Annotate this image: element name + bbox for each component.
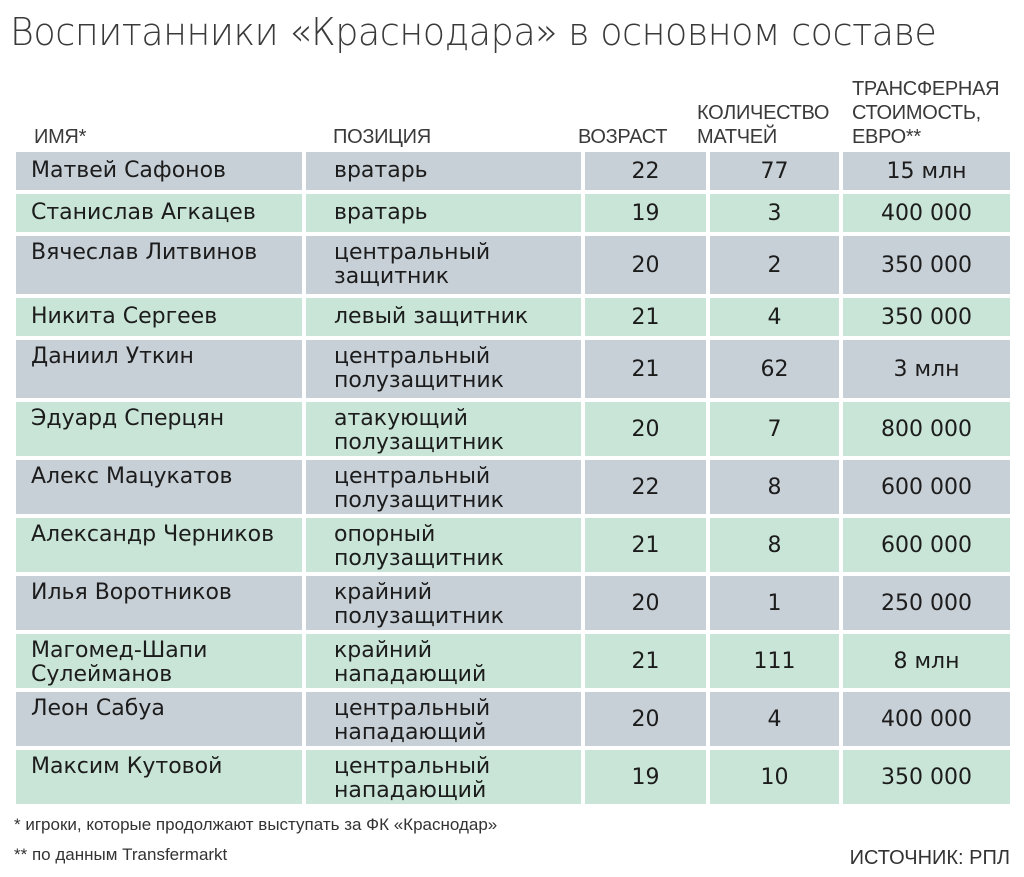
column-header-age: ВОЗРАСТ bbox=[578, 126, 668, 148]
cell-transfer-cost: 600 000 bbox=[843, 518, 1010, 572]
cell-player-name: Алекс Мацукатов bbox=[16, 460, 302, 514]
cell-matches: 2 bbox=[710, 236, 839, 294]
cell-transfer-cost: 3 млн bbox=[843, 340, 1010, 398]
cell-age: 20 bbox=[585, 576, 706, 630]
cell-age: 20 bbox=[585, 402, 706, 456]
cell-player-name: Даниил Уткин bbox=[16, 340, 302, 398]
cell-age: 21 bbox=[585, 634, 706, 688]
cell-age: 20 bbox=[585, 692, 706, 746]
cell-transfer-cost: 400 000 bbox=[843, 194, 1010, 232]
footnote-1: * игроки, которые продолжают выступать з… bbox=[14, 815, 498, 834]
cell-player-name: Александр Черников bbox=[16, 518, 302, 572]
cell-matches: 4 bbox=[710, 692, 839, 746]
cell-age: 19 bbox=[585, 194, 706, 232]
cell-position: центральный полузащитник bbox=[306, 340, 581, 398]
cell-player-name: Максим Кутовой bbox=[16, 750, 302, 804]
table-row: Алекс Мацукатов центральный полузащитник 22… bbox=[16, 460, 1010, 514]
cell-transfer-cost: 15 млн bbox=[843, 152, 1010, 190]
cell-player-name: Матвей Сафонов bbox=[16, 152, 302, 190]
table-row: Станислав Агкацев вратарь 19 3 400 000 bbox=[16, 194, 1010, 232]
page-title: Воспитанники «Краснодара» в основном сос… bbox=[10, 10, 937, 54]
cell-player-name: Станислав Агкацев bbox=[16, 194, 302, 232]
cell-transfer-cost: 250 000 bbox=[843, 576, 1010, 630]
table-row: Александр Черников опорный полузащитник 21 8… bbox=[16, 518, 1010, 572]
cell-age: 19 bbox=[585, 750, 706, 804]
cell-transfer-cost: 600 000 bbox=[843, 460, 1010, 514]
table-row: Вячеслав Литвинов центральный защитник 20 2 3… bbox=[16, 236, 1010, 294]
column-header-matches: КОЛИЧЕСТВО МАТЧЕЙ bbox=[697, 102, 830, 148]
cell-position: атакующий полузащитник bbox=[306, 402, 581, 456]
table-row: Максим Кутовой центральный нападающий 19 10 3… bbox=[16, 750, 1010, 804]
cell-position: крайний нападающий bbox=[306, 634, 581, 688]
table-row: Никита Сергеев левый защитник 21 4 350 000 bbox=[16, 298, 1010, 336]
cell-transfer-cost: 350 000 bbox=[843, 750, 1010, 804]
column-header-name: ИМЯ* bbox=[34, 126, 87, 148]
cell-position: вратарь bbox=[306, 194, 581, 232]
cell-position: опорный полузащитник bbox=[306, 518, 581, 572]
column-header-transfer-cost: ТРАНСФЕРНАЯ СТОИМОСТЬ, ЕВРО** bbox=[852, 78, 1000, 148]
cell-position: крайний полузащитник bbox=[306, 576, 581, 630]
players-table: Матвей Сафонов вратарь 22 77 15 млн Станислав… bbox=[16, 152, 1010, 808]
source-note: ИСТОЧНИК: РПЛ bbox=[849, 847, 1010, 869]
cell-player-name: Эдуард Сперцян bbox=[16, 402, 302, 456]
cell-age: 21 bbox=[585, 518, 706, 572]
table-row: Даниил Уткин центральный полузащитник 21 62 3… bbox=[16, 340, 1010, 398]
cell-position: центральный нападающий bbox=[306, 692, 581, 746]
cell-matches: 1 bbox=[710, 576, 839, 630]
cell-age: 21 bbox=[585, 340, 706, 398]
table-row: Эдуард Сперцян атакующий полузащитник 20 7 80… bbox=[16, 402, 1010, 456]
cell-matches: 111 bbox=[710, 634, 839, 688]
cell-position: левый защитник bbox=[306, 298, 581, 336]
cell-age: 22 bbox=[585, 460, 706, 514]
cell-age: 22 bbox=[585, 152, 706, 190]
cell-age: 21 bbox=[585, 298, 706, 336]
cell-position: центральный нападающий bbox=[306, 750, 581, 804]
cell-matches: 3 bbox=[710, 194, 839, 232]
cell-player-name: Илья Воротников bbox=[16, 576, 302, 630]
table-row: Магомед-Шапи Сулейманов крайний нападающий 2… bbox=[16, 634, 1010, 688]
table-row: Леон Сабуа центральный нападающий 20 4 400 00… bbox=[16, 692, 1010, 746]
cell-player-name: Вячеслав Литвинов bbox=[16, 236, 302, 294]
cell-matches: 77 bbox=[710, 152, 839, 190]
cell-matches: 4 bbox=[710, 298, 839, 336]
cell-transfer-cost: 800 000 bbox=[843, 402, 1010, 456]
cell-matches: 8 bbox=[710, 518, 839, 572]
cell-position: центральный полузащитник bbox=[306, 460, 581, 514]
cell-transfer-cost: 400 000 bbox=[843, 692, 1010, 746]
cell-transfer-cost: 8 млн bbox=[843, 634, 1010, 688]
column-header-position: ПОЗИЦИЯ bbox=[333, 126, 431, 148]
cell-player-name: Магомед-Шапи Сулейманов bbox=[16, 634, 302, 688]
footnote-2: ** по данным Transfermarkt bbox=[14, 845, 228, 864]
cell-matches: 8 bbox=[710, 460, 839, 514]
cell-transfer-cost: 350 000 bbox=[843, 298, 1010, 336]
cell-matches: 10 bbox=[710, 750, 839, 804]
table-row: Матвей Сафонов вратарь 22 77 15 млн bbox=[16, 152, 1010, 190]
cell-age: 20 bbox=[585, 236, 706, 294]
cell-position: вратарь bbox=[306, 152, 581, 190]
cell-player-name: Леон Сабуа bbox=[16, 692, 302, 746]
cell-matches: 62 bbox=[710, 340, 839, 398]
cell-transfer-cost: 350 000 bbox=[843, 236, 1010, 294]
cell-position: центральный защитник bbox=[306, 236, 581, 294]
cell-player-name: Никита Сергеев bbox=[16, 298, 302, 336]
cell-matches: 7 bbox=[710, 402, 839, 456]
table-row: Илья Воротников крайний полузащитник 20 1 250… bbox=[16, 576, 1010, 630]
